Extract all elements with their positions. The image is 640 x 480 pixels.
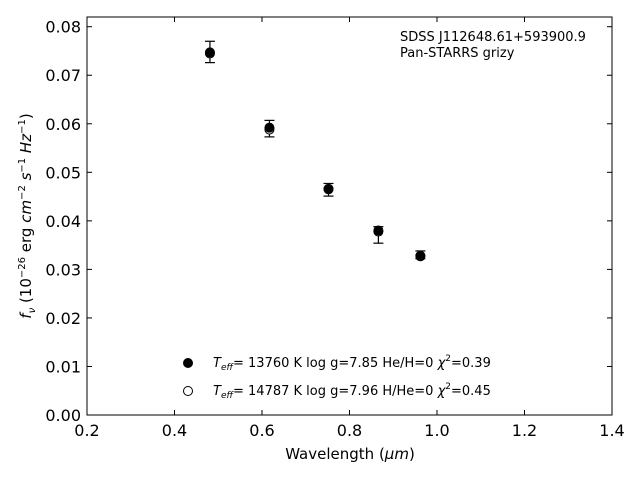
annotation-survey: Pan-STARRS grizy	[400, 46, 515, 61]
legend-marker-filled	[183, 358, 193, 368]
x-tick-label: 0.8	[337, 421, 362, 440]
y-tick-labels: 0.00 0.01 0.02 0.03 0.04 0.05 0.06 0.07 0.08	[45, 18, 81, 425]
y-tick-label: 0.01	[45, 357, 81, 376]
legend-entry-filled: Teff= 13760 K log g=7.85 He/H=0 χ2=0.39	[213, 354, 491, 373]
y-tick-label: 0.02	[45, 309, 81, 328]
model-point-filled	[323, 184, 334, 195]
x-tick-label: 0.2	[74, 421, 99, 440]
axis-ticks	[86, 17, 613, 416]
y-tick-label: 0.08	[45, 18, 81, 37]
y-tick-label: 0.05	[45, 163, 81, 182]
model-point-filled	[415, 251, 426, 262]
model-point-filled	[264, 122, 275, 133]
y-tick-label: 0.03	[45, 260, 81, 279]
x-axis-label: Wavelength (μm)	[285, 445, 415, 463]
y-axis-label: fν (10−26 erg cm−2 s−1 Hz−1)	[17, 113, 38, 318]
x-tick-label: 1.2	[512, 421, 537, 440]
data-points	[204, 47, 426, 262]
y-tick-label: 0.04	[45, 212, 81, 231]
legend-marker-open	[183, 386, 193, 396]
y-tick-label: 0.00	[45, 406, 81, 425]
model-point-filled	[373, 225, 384, 236]
legend-entry-open: Teff= 14787 K log g=7.96 H/He=0 χ2=0.45	[213, 382, 491, 401]
x-tick-labels: 0.2 0.4 0.6 0.8 1.0 1.2 1.4	[74, 421, 624, 440]
y-tick-label: 0.07	[45, 66, 81, 85]
annotation-object-name: SDSS J112648.61+593900.9	[400, 30, 586, 45]
x-tick-label: 1.4	[599, 421, 624, 440]
error-bars	[204, 40, 426, 260]
model-point-filled	[204, 47, 215, 58]
x-tick-label: 1.0	[424, 421, 449, 440]
x-tick-label: 0.4	[162, 421, 187, 440]
x-tick-label: 0.6	[249, 421, 274, 440]
y-tick-label: 0.06	[45, 115, 81, 134]
legend: Teff= 13760 K log g=7.85 He/H=0 χ2=0.39 …	[183, 354, 491, 401]
